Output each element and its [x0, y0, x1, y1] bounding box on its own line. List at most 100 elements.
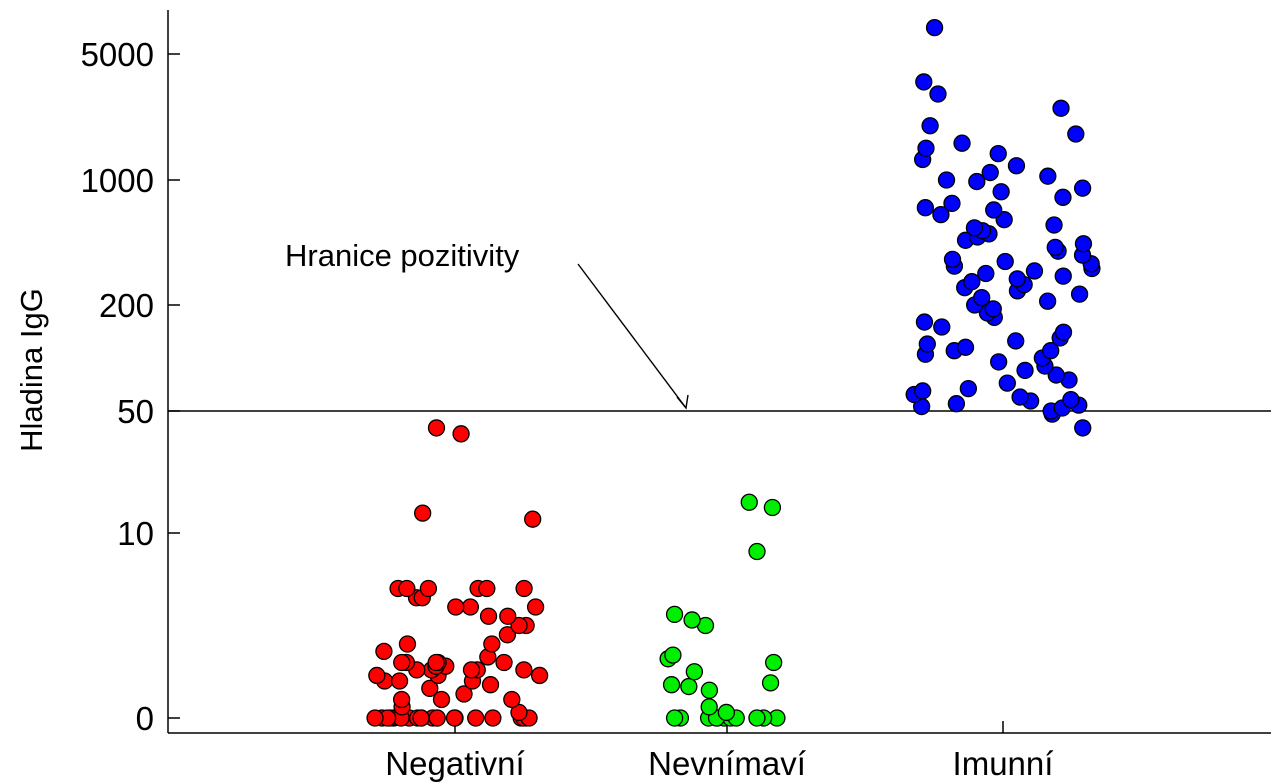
data-point	[981, 163, 999, 182]
data-point	[1038, 292, 1057, 310]
data-point	[953, 134, 971, 152]
cutoff-annotation: Hranice pozitivity	[285, 238, 520, 273]
y-tick-label: 0	[136, 700, 154, 737]
data-point	[933, 318, 951, 336]
data-point	[1062, 391, 1080, 409]
data-point	[510, 616, 528, 635]
data-point	[1074, 235, 1093, 253]
data-point	[393, 653, 411, 672]
data-point	[916, 199, 935, 217]
data-point	[947, 395, 966, 413]
y-ticks: 0 10 50 200 1000 5000	[81, 36, 180, 737]
data-point	[427, 419, 446, 437]
data-point	[1039, 167, 1057, 185]
data-point	[965, 219, 984, 237]
y-tick-label: 200	[99, 287, 154, 324]
data-point	[483, 635, 501, 653]
data-point	[499, 607, 517, 625]
data-point	[452, 425, 470, 443]
data-point	[1042, 342, 1060, 360]
category-label: Negativní	[385, 745, 524, 782]
category-label: Nevnímaví	[648, 745, 806, 782]
data-point	[1016, 361, 1034, 380]
data-point	[1046, 238, 1064, 257]
data-point	[984, 300, 1002, 318]
data-point	[390, 672, 409, 690]
data-point	[932, 206, 950, 224]
data-point	[1007, 332, 1025, 350]
data-point	[1045, 216, 1063, 234]
data-point	[763, 498, 782, 517]
data-point	[665, 709, 684, 727]
data-point	[985, 201, 1003, 219]
data-point	[530, 666, 549, 685]
data-point	[917, 139, 935, 157]
data-point	[1074, 419, 1092, 437]
data-point	[914, 382, 932, 400]
data-point	[510, 703, 528, 722]
data-point	[1011, 388, 1029, 406]
data-point	[740, 493, 758, 511]
data-point	[1025, 262, 1044, 280]
data-point	[929, 85, 947, 103]
data-point	[479, 607, 498, 625]
data-point	[412, 709, 430, 727]
data-point	[915, 313, 934, 331]
data-point	[478, 579, 496, 598]
data-point	[498, 626, 517, 644]
data-point	[484, 709, 502, 727]
data-point	[664, 646, 682, 664]
data-point	[918, 335, 936, 353]
data-point	[375, 642, 393, 661]
data-point	[1054, 267, 1072, 285]
data-point	[996, 252, 1014, 271]
data-point	[503, 690, 521, 709]
data-point	[700, 698, 718, 716]
data-point	[1054, 188, 1072, 206]
data-point	[495, 653, 513, 672]
data-point	[943, 250, 962, 268]
data-point	[526, 598, 545, 616]
data-points	[366, 19, 1101, 727]
data-point	[455, 685, 473, 703]
data-point	[461, 598, 479, 616]
data-point	[1052, 99, 1070, 117]
y-tick-label: 1000	[81, 162, 154, 199]
data-point	[447, 598, 465, 616]
data-point	[717, 703, 736, 722]
data-point	[685, 663, 703, 681]
data-point	[1007, 157, 1026, 175]
data-point	[398, 579, 416, 598]
data-point	[956, 338, 975, 356]
cutoff-arrowhead	[676, 394, 689, 410]
data-point	[392, 690, 411, 709]
data-point	[973, 288, 991, 307]
data-point	[419, 579, 438, 598]
category-label: Imunní	[953, 745, 1054, 782]
data-point	[990, 353, 1008, 371]
data-point	[1054, 323, 1073, 341]
data-point	[748, 542, 766, 561]
data-point	[1047, 366, 1065, 384]
data-point	[1067, 125, 1085, 143]
y-tick-label: 10	[117, 515, 154, 552]
data-point	[680, 677, 698, 696]
data-point	[445, 709, 464, 727]
y-axis-title: Hladina IgG	[14, 288, 49, 452]
data-point	[515, 579, 533, 598]
data-point	[683, 611, 701, 629]
data-point	[421, 679, 439, 698]
axes	[167, 10, 1271, 734]
data-point	[428, 709, 446, 727]
data-point	[977, 264, 995, 283]
data-point	[398, 635, 417, 653]
data-point	[1073, 179, 1092, 197]
data-point	[462, 661, 481, 679]
data-point	[427, 653, 445, 672]
data-point	[1008, 270, 1026, 288]
data-point	[989, 145, 1007, 163]
data-point	[662, 676, 681, 694]
data-point	[481, 676, 500, 694]
cutoff-arrow	[577, 263, 687, 409]
